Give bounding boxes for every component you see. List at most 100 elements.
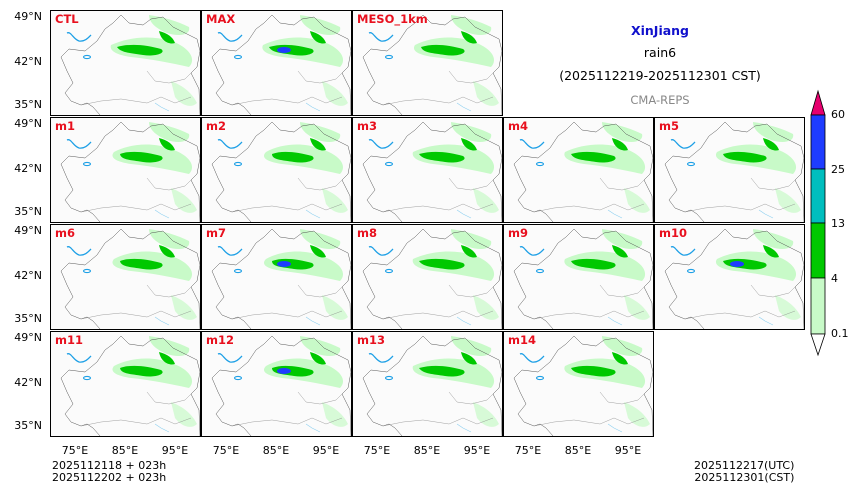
- river: [456, 423, 472, 433]
- lon-tick-label: 75°E: [363, 444, 391, 457]
- rain-area-moderate: [612, 138, 628, 151]
- panel-label: m13: [357, 333, 385, 347]
- province-border: [382, 391, 494, 427]
- map-panel: m4: [503, 117, 654, 223]
- lake: [686, 161, 696, 167]
- map-canvas: [202, 118, 351, 222]
- map-panel: CTL: [50, 10, 201, 116]
- rain-area-light: [322, 188, 348, 213]
- lake: [217, 32, 243, 42]
- province-border: [80, 177, 192, 213]
- rain-area-moderate: [723, 151, 767, 163]
- river: [154, 102, 170, 112]
- colorbar-label: 4: [831, 272, 838, 285]
- rain-area-moderate: [159, 138, 175, 151]
- variable-title: rain6: [643, 45, 677, 60]
- map-panel: m9: [503, 224, 654, 330]
- province-border: [533, 284, 645, 320]
- rain-area-moderate: [310, 31, 326, 44]
- map-canvas: [504, 225, 653, 329]
- map-panel: m10: [654, 224, 805, 330]
- init-time-cst: 2025112202 + 023h: [52, 471, 167, 484]
- rain-area-light: [322, 81, 348, 106]
- rain-area-light: [624, 188, 650, 213]
- panel-label: MAX: [206, 12, 236, 26]
- rain-area-heavy: [277, 261, 291, 267]
- lake: [670, 246, 696, 256]
- province-border: [80, 284, 192, 320]
- lat-tick-label: 49°N: [14, 117, 42, 130]
- rain-area-heavy: [730, 261, 744, 267]
- lat-tick-label: 42°N: [14, 55, 42, 68]
- panel-label: m12: [206, 333, 234, 347]
- map-panel: m14: [503, 331, 654, 437]
- lat-tick-label: 49°N: [14, 224, 42, 237]
- map-canvas: [51, 225, 200, 329]
- rain-area-light: [624, 295, 650, 320]
- lat-tick-label: 49°N: [14, 331, 42, 344]
- rain-area-light: [473, 402, 499, 427]
- colorbar-segment: [810, 222, 826, 279]
- rain-area-moderate: [419, 258, 465, 270]
- river: [607, 316, 623, 326]
- lake: [384, 268, 394, 274]
- lon-tick-label: 95°E: [161, 444, 189, 457]
- map-canvas: [655, 118, 804, 222]
- rain-area-moderate: [461, 31, 477, 44]
- lake: [82, 161, 92, 167]
- init-time-block: 2025112118 + 023h 2025112202 + 023h: [52, 460, 166, 484]
- colorbar-max-arrow: [810, 89, 826, 116]
- model-title: CMA-REPS: [630, 93, 690, 107]
- rain-area-moderate: [117, 44, 163, 56]
- lake: [82, 268, 92, 274]
- lat-tick-label: 35°N: [14, 205, 42, 218]
- region-title: XinJiang: [630, 23, 690, 38]
- province-border: [382, 284, 494, 320]
- river: [305, 209, 321, 219]
- map-panel: m11: [50, 331, 201, 437]
- lat-tick-label: 42°N: [14, 269, 42, 282]
- map-canvas: [353, 118, 502, 222]
- colorbar-min-arrow: [810, 333, 826, 357]
- river: [758, 209, 774, 219]
- map-canvas: [51, 11, 200, 115]
- map-panel: m13: [352, 331, 503, 437]
- map-canvas: [202, 11, 351, 115]
- lake: [519, 353, 545, 363]
- rain-area-moderate: [120, 258, 163, 270]
- rain-area-moderate: [461, 138, 477, 151]
- lake: [384, 54, 394, 60]
- lat-tick-label: 35°N: [14, 419, 42, 432]
- rain-area-light: [171, 402, 197, 427]
- map-panel: m12: [201, 331, 352, 437]
- province-border: [231, 284, 343, 320]
- lat-tick-label: 42°N: [14, 376, 42, 389]
- valid-time-utc: 2025112217(UTC): [694, 459, 795, 472]
- lake: [686, 268, 696, 274]
- lake: [217, 353, 243, 363]
- rain-area-moderate: [571, 258, 616, 270]
- province-border: [231, 177, 343, 213]
- rain-area-moderate: [419, 151, 465, 163]
- lake: [535, 375, 545, 381]
- panel-label: m14: [508, 333, 536, 347]
- map-panel: m3: [352, 117, 503, 223]
- rain-area-moderate: [120, 365, 163, 377]
- lon-tick-label: 85°E: [413, 444, 441, 457]
- lon-tick-label: 85°E: [262, 444, 290, 457]
- lat-tick-label: 42°N: [14, 162, 42, 175]
- province-border: [684, 284, 796, 320]
- panel-label: m10: [659, 226, 687, 240]
- rain-area-moderate: [120, 151, 163, 163]
- rain-area-moderate: [612, 245, 628, 258]
- colorbar-graphic: [810, 89, 826, 357]
- map-canvas: [504, 332, 653, 436]
- rain-area-light: [473, 81, 499, 106]
- map-canvas: [51, 118, 200, 222]
- lake: [82, 54, 92, 60]
- rain-area-moderate: [763, 245, 779, 258]
- province-border: [80, 70, 192, 106]
- lake: [670, 139, 696, 149]
- rain-area-moderate: [310, 245, 326, 258]
- map-canvas: [51, 332, 200, 436]
